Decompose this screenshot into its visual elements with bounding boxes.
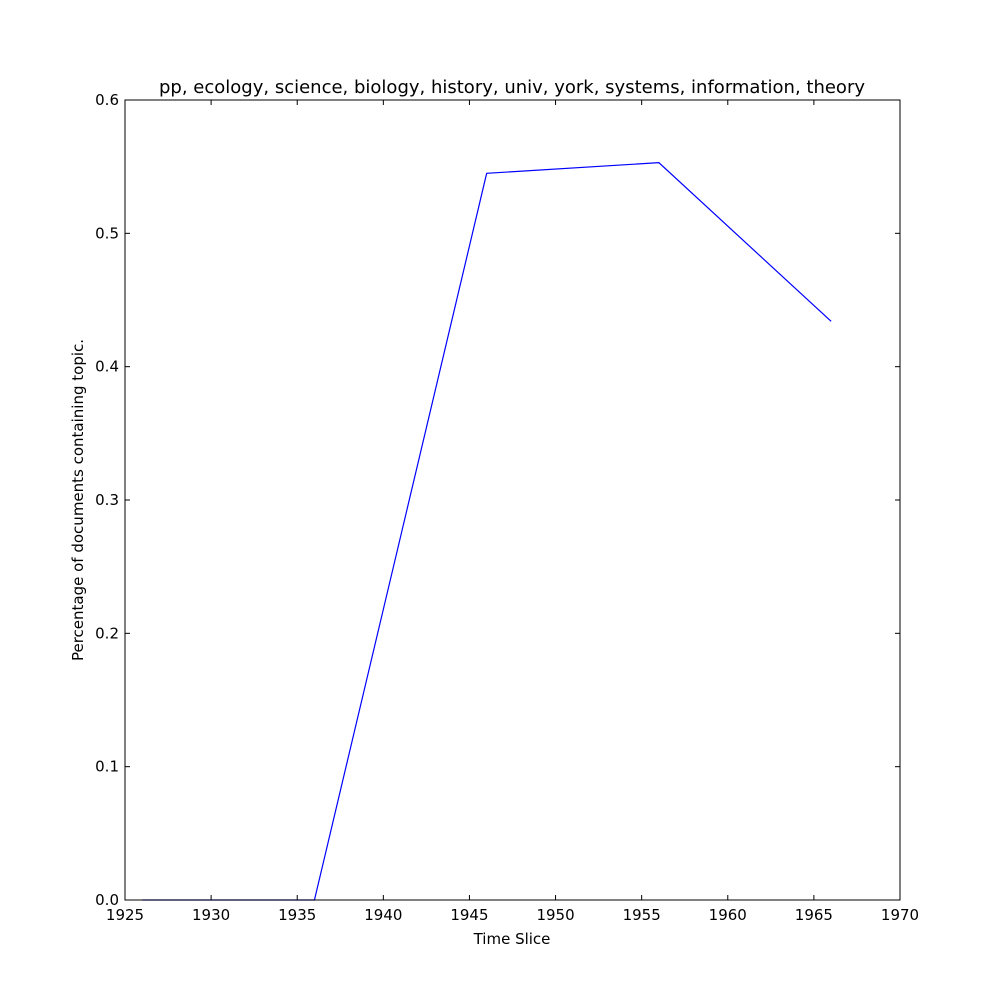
y-tick-label: 0.0 (95, 891, 119, 909)
plot-frame (124, 99, 901, 901)
y-tick-label: 0.5 (95, 224, 119, 242)
y-tick-label: 0.1 (95, 758, 119, 776)
x-tick-label: 1965 (795, 906, 833, 924)
x-tick-label: 1935 (278, 906, 316, 924)
x-tick-label: 1955 (623, 906, 661, 924)
y-tick-label: 0.3 (95, 491, 119, 509)
x-tick-label: 1930 (192, 906, 230, 924)
x-axis-label: Time Slice (473, 930, 551, 948)
x-tick-label: 1960 (709, 906, 747, 924)
y-tick-label: 0.2 (95, 624, 119, 642)
y-axis-label: Percentage of documents containing topic… (69, 339, 87, 661)
x-tick-label: 1925 (106, 906, 144, 924)
x-tick-label: 1945 (450, 906, 488, 924)
y-tick-label: 0.6 (95, 91, 119, 109)
chart-title: pp, ecology, science, biology, history, … (159, 77, 865, 98)
y-tick-label: 0.4 (95, 358, 119, 376)
x-tick-label: 1940 (364, 906, 402, 924)
plot-area (125, 100, 900, 900)
axis-ticks: 1925 1930 1935 1940 1945 1950 1955 1960 1965 1970… (95, 91, 919, 924)
x-tick-label: 1950 (536, 906, 574, 924)
x-tick-label: 1970 (881, 906, 919, 924)
